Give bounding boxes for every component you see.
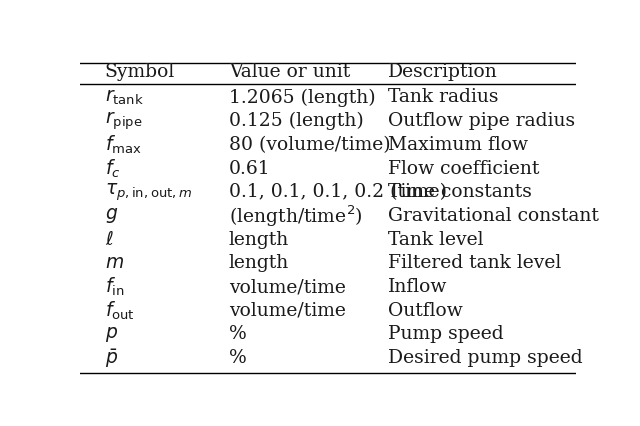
- Text: Tank level: Tank level: [388, 230, 483, 249]
- Text: %: %: [229, 325, 246, 343]
- Text: $\ell$: $\ell$: [105, 230, 114, 249]
- Text: Pump speed: Pump speed: [388, 325, 503, 343]
- Text: $g$: $g$: [105, 207, 118, 225]
- Text: Time constants: Time constants: [388, 183, 531, 201]
- Text: $f_{c}$: $f_{c}$: [105, 157, 120, 180]
- Text: volume/time: volume/time: [229, 302, 346, 320]
- Text: Gravitational constant: Gravitational constant: [388, 207, 598, 225]
- Text: Symbol: Symbol: [105, 63, 175, 81]
- Text: length: length: [229, 254, 289, 272]
- Text: Flow coefficient: Flow coefficient: [388, 159, 539, 178]
- Text: 0.125 (length): 0.125 (length): [229, 112, 364, 130]
- Text: 80 (volume/time): 80 (volume/time): [229, 136, 390, 154]
- Text: %: %: [229, 349, 246, 367]
- Text: $p$: $p$: [105, 325, 118, 344]
- Text: length: length: [229, 230, 289, 249]
- Text: Tank radius: Tank radius: [388, 89, 498, 106]
- Text: Outflow: Outflow: [388, 302, 462, 320]
- Text: Filtered tank level: Filtered tank level: [388, 254, 561, 272]
- Text: (length/time$^2$): (length/time$^2$): [229, 203, 363, 229]
- Text: 0.61: 0.61: [229, 159, 271, 178]
- Text: Desired pump speed: Desired pump speed: [388, 349, 582, 367]
- Text: Outflow pipe radius: Outflow pipe radius: [388, 112, 575, 130]
- Text: $r_{\mathrm{tank}}$: $r_{\mathrm{tank}}$: [105, 88, 144, 106]
- Text: Description: Description: [388, 63, 497, 81]
- Text: Maximum flow: Maximum flow: [388, 136, 527, 154]
- Text: $r_{\mathrm{pipe}}$: $r_{\mathrm{pipe}}$: [105, 110, 142, 132]
- Text: $\bar{p}$: $\bar{p}$: [105, 347, 118, 369]
- Text: $f_{\mathrm{max}}$: $f_{\mathrm{max}}$: [105, 134, 141, 156]
- Text: 1.2065 (length): 1.2065 (length): [229, 88, 376, 106]
- Text: $f_{\mathrm{out}}$: $f_{\mathrm{out}}$: [105, 299, 134, 322]
- Text: Inflow: Inflow: [388, 278, 447, 296]
- Text: $\tau_{p,\mathrm{in,out,}m}$: $\tau_{p,\mathrm{in,out,}m}$: [105, 181, 192, 203]
- Text: Value or unit: Value or unit: [229, 63, 350, 81]
- Text: $f_{\mathrm{in}}$: $f_{\mathrm{in}}$: [105, 276, 124, 298]
- Text: volume/time: volume/time: [229, 278, 346, 296]
- Text: 0.1, 0.1, 0.1, 0.2 (time): 0.1, 0.1, 0.1, 0.2 (time): [229, 183, 447, 201]
- Text: $m$: $m$: [105, 254, 124, 272]
